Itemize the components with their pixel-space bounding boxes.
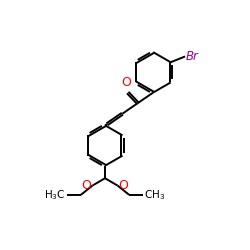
Text: O: O	[122, 76, 132, 89]
Text: $\mathregular{CH_3}$: $\mathregular{CH_3}$	[144, 188, 165, 202]
Text: $\mathregular{H_3C}$: $\mathregular{H_3C}$	[44, 188, 66, 202]
Text: O: O	[82, 179, 92, 192]
Text: Br: Br	[186, 50, 199, 62]
Text: O: O	[118, 179, 128, 192]
